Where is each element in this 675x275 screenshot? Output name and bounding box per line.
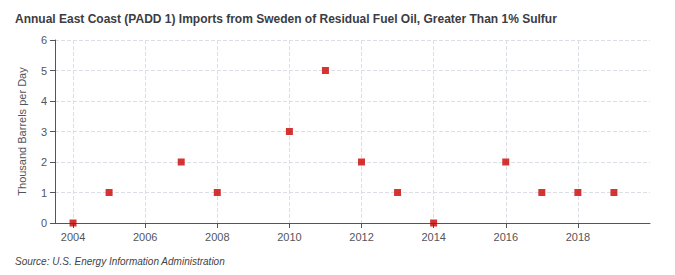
svg-text:2018: 2018 [566,231,590,243]
svg-text:2006: 2006 [133,231,157,243]
svg-text:2014: 2014 [421,231,445,243]
svg-text:3: 3 [41,126,47,138]
svg-text:2010: 2010 [277,231,301,243]
svg-text:4: 4 [41,95,47,107]
svg-text:5: 5 [41,65,47,77]
svg-text:2008: 2008 [205,231,229,243]
svg-text:2016: 2016 [494,231,518,243]
svg-text:2: 2 [41,156,47,168]
svg-text:6: 6 [41,34,47,46]
svg-text:2004: 2004 [61,231,85,243]
svg-text:Thousand Barrels per Day: Thousand Barrels per Day [16,67,28,196]
svg-text:1: 1 [41,187,47,199]
svg-text:0: 0 [41,217,47,229]
svg-text:2012: 2012 [349,231,373,243]
svg-text:Source: U.S. Energy Informatio: Source: U.S. Energy Information Administ… [15,256,225,267]
svg-text:Annual East Coast (PADD 1) Imp: Annual East Coast (PADD 1) Imports from … [15,12,557,26]
